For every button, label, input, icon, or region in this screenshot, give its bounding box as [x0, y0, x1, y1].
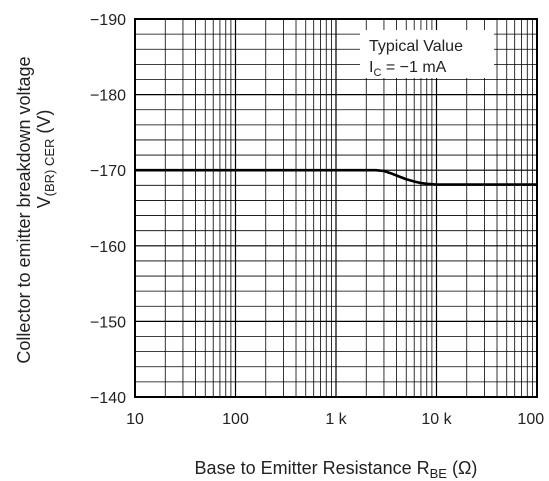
y-axis-label-line1: Collector to emitter breakdown voltage — [14, 56, 34, 363]
x-tick-label: 10 — [126, 411, 144, 428]
x-tick-labels: 10 100 1 k 10 k 100 k — [126, 411, 549, 428]
series-lines — [135, 168, 537, 186]
y-tick-label: −150 — [90, 314, 126, 331]
annotation-background — [360, 30, 494, 78]
y-tick-label: −190 — [90, 12, 126, 29]
y-axis-label-subscript: (BR) CER — [42, 139, 57, 197]
x-axis-label: Base to Emitter Resistance RBE (Ω) — [195, 458, 478, 481]
annotation-ic-symbol: I — [369, 59, 373, 76]
x-tick-label: 100 — [222, 411, 249, 428]
annotation-line2: IC = −1 mA — [369, 59, 447, 79]
x-tick-label: 100 k — [517, 411, 549, 428]
series-line — [135, 168, 537, 186]
x-tick-label: 1 k — [325, 411, 347, 428]
y-tick-label: −140 — [90, 390, 126, 407]
x-tick-label: 10 k — [421, 411, 452, 428]
y-tick-label: −170 — [90, 163, 126, 180]
y-axis-label-symbol: V — [34, 196, 54, 208]
y-tick-label: −160 — [90, 239, 126, 256]
y-tick-label: −180 — [90, 88, 126, 105]
annotation-ic-subscript: C — [373, 67, 381, 79]
plot-frame — [134, 18, 538, 398]
annotation-line1: Typical Value — [369, 38, 463, 55]
x-axis-label-main: Base to Emitter Resistance R — [195, 458, 430, 478]
annotation-ic-value: = −1 mA — [381, 59, 446, 76]
x-axis-label-unit: (Ω) — [447, 458, 477, 478]
y-axis-label-line2: V(BR) CER (V) — [34, 110, 57, 209]
y-tick-labels: −190 −180 −170 −160 −150 −140 — [90, 12, 126, 407]
x-axis-label-subscript: BE — [430, 466, 448, 481]
y-axis-label-unit: (V) — [34, 110, 54, 139]
